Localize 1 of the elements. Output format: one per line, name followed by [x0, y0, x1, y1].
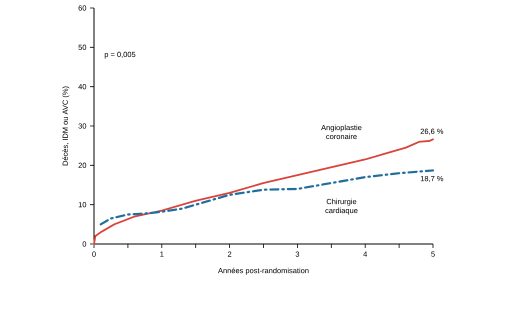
line-series — [100, 169, 434, 226]
